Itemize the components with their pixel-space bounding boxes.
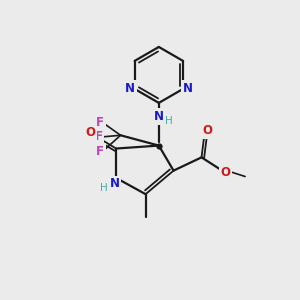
Text: H: H: [165, 116, 173, 126]
Text: F: F: [94, 130, 103, 143]
Text: N: N: [154, 110, 164, 123]
Text: O: O: [221, 166, 231, 179]
Text: H: H: [100, 183, 108, 193]
Text: N: N: [110, 177, 120, 190]
Text: N: N: [182, 82, 193, 95]
Text: F: F: [96, 116, 104, 128]
Text: F: F: [96, 145, 104, 158]
Text: N: N: [125, 82, 135, 95]
Text: O: O: [85, 126, 95, 139]
Text: O: O: [202, 124, 212, 137]
